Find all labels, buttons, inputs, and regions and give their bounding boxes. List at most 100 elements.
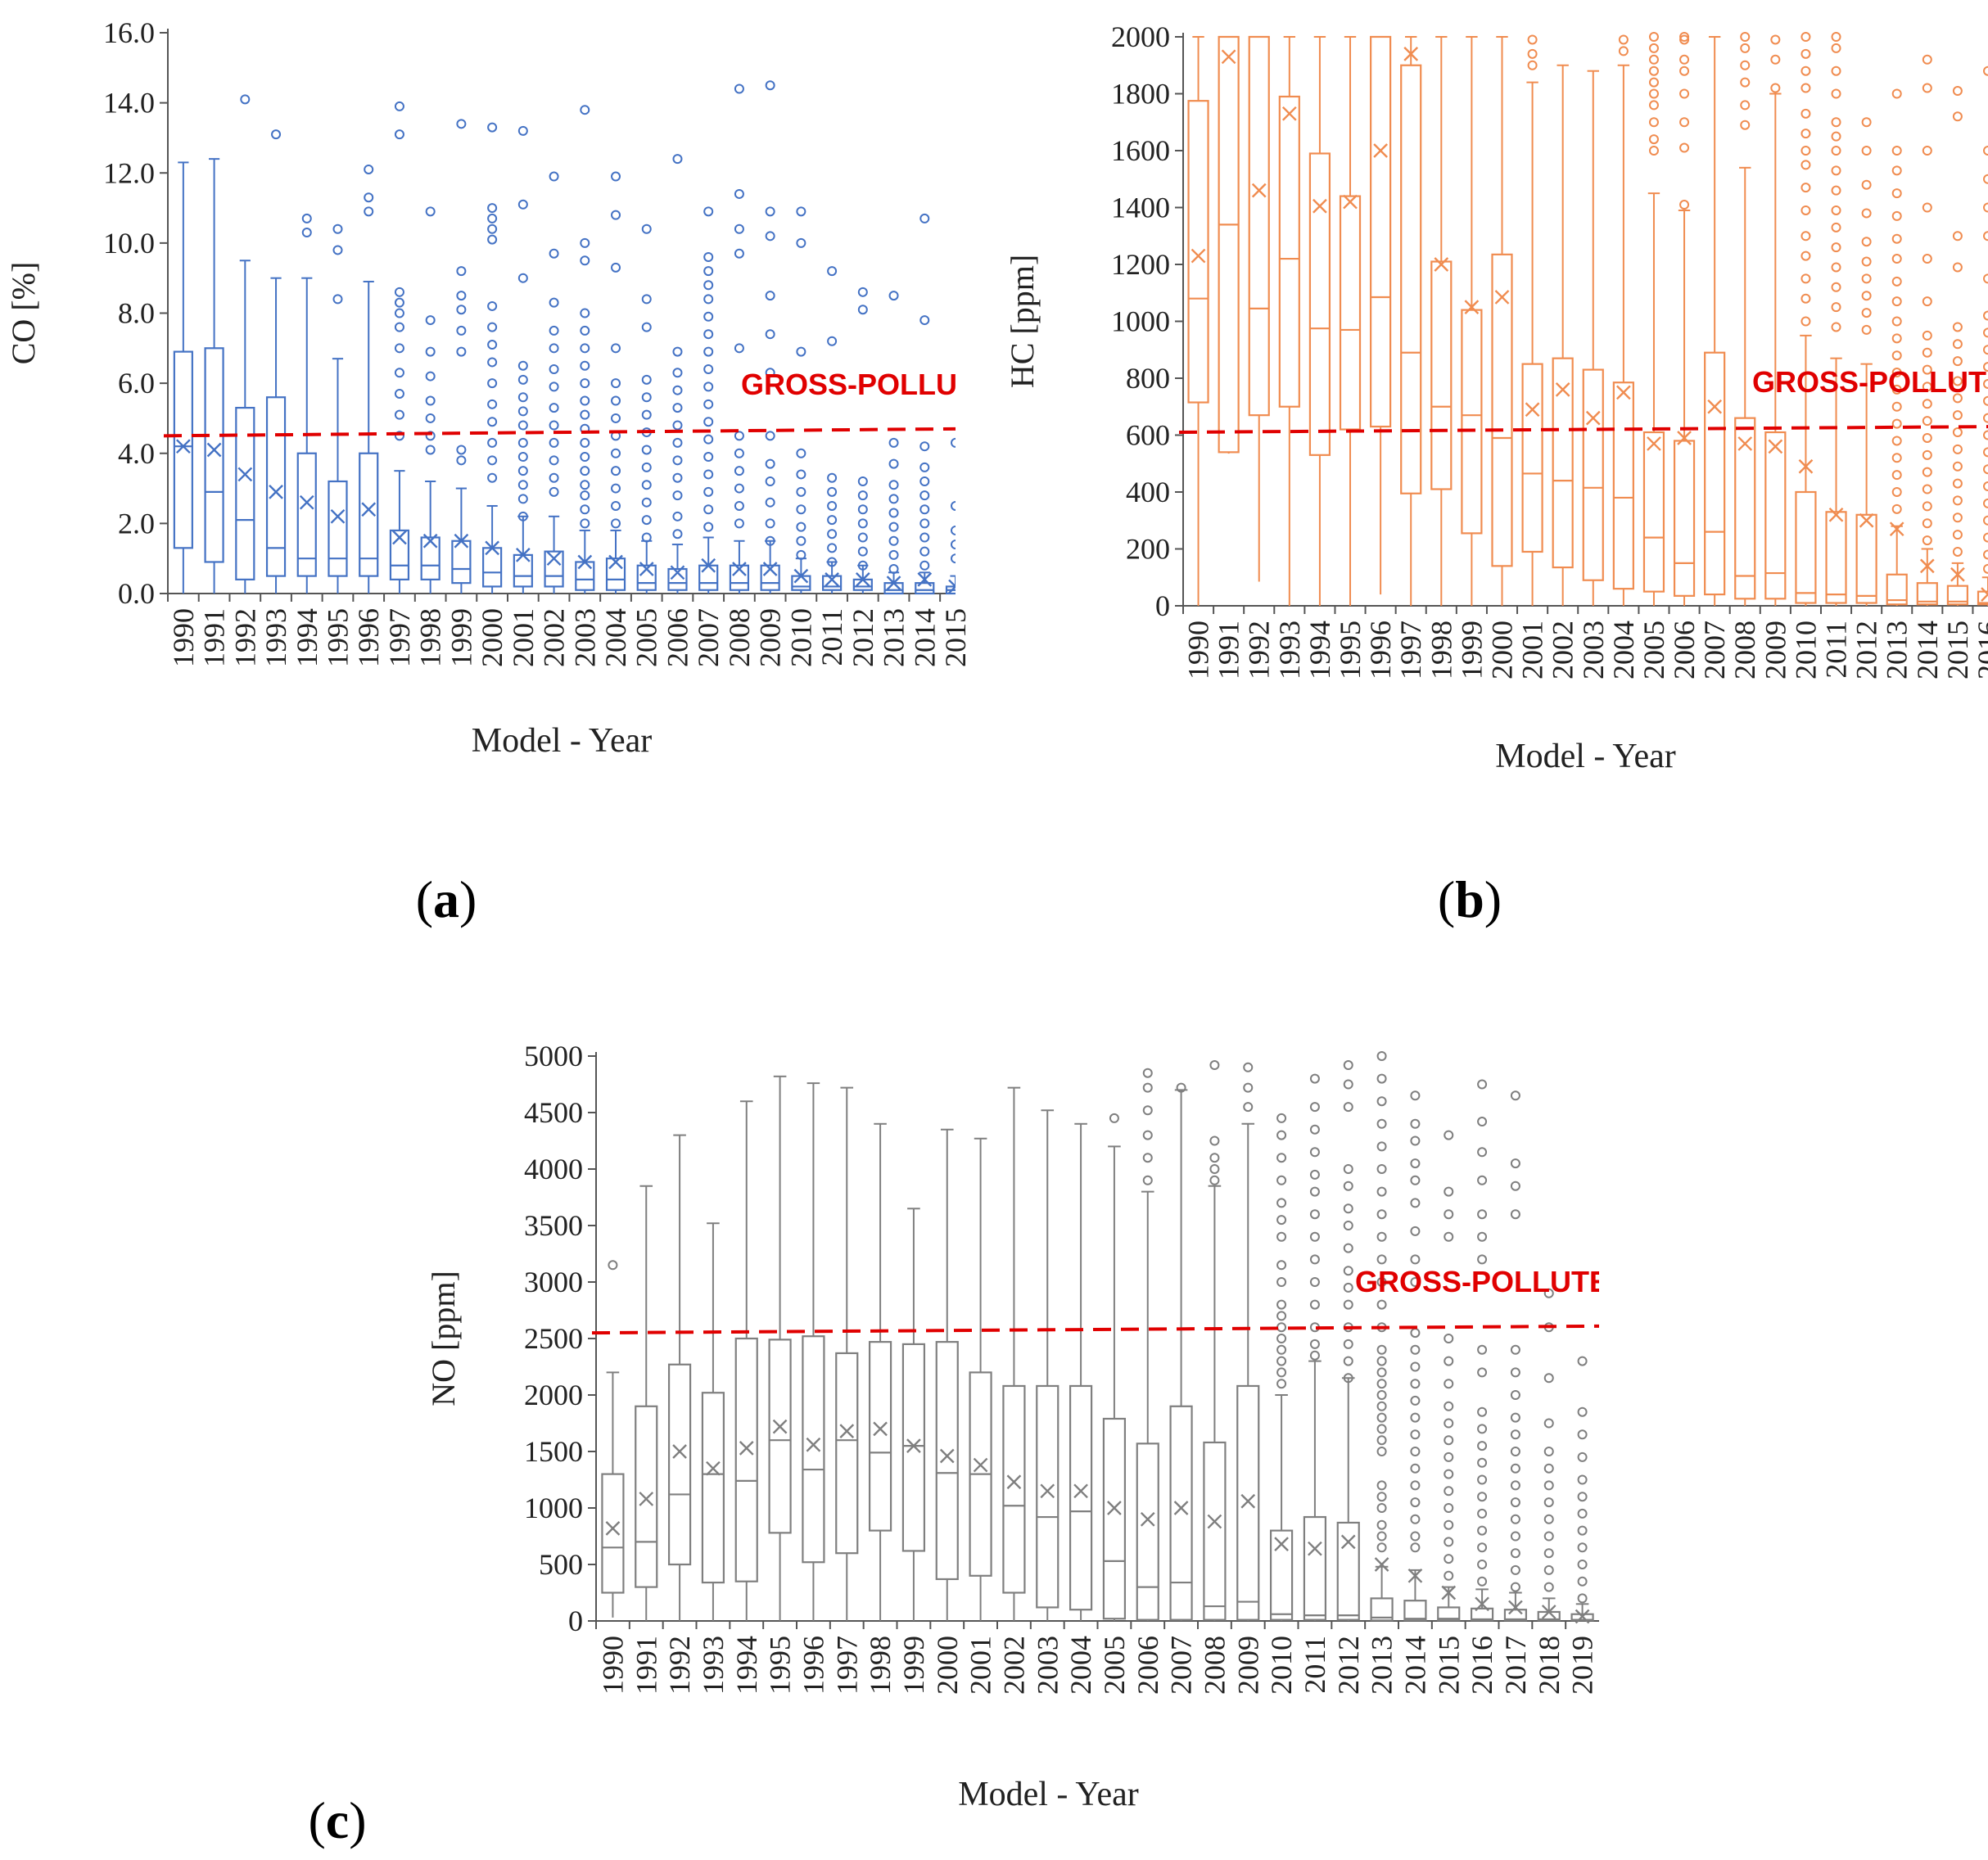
y-tick-label: 4500: [524, 1096, 583, 1129]
outlier-point: [1410, 1135, 1421, 1146]
outlier-point: [487, 417, 498, 427]
outlier-point: [641, 409, 652, 420]
outlier-point: [827, 266, 838, 277]
outlier-point: [765, 497, 775, 508]
outlier-point: [1740, 77, 1751, 88]
outlier-point: [549, 486, 559, 497]
outlier-point: [1618, 34, 1629, 45]
box-iqr: [1187, 100, 1209, 404]
box-iqr: [1236, 1384, 1260, 1621]
outlier-point: [1922, 432, 1932, 443]
x-tick-label: 1995: [764, 1636, 797, 1695]
outlier-point: [1410, 1277, 1421, 1287]
box-iqr: [1734, 417, 1756, 600]
outlier-point: [1477, 1117, 1488, 1127]
x-tick-label: 2011: [1820, 621, 1853, 679]
outlier-point: [1510, 1582, 1520, 1592]
panel-label-c: (c): [308, 1791, 366, 1849]
outlier-point: [1527, 48, 1538, 59]
outlier-point: [1376, 1480, 1387, 1491]
x-tick-label: 1995: [1334, 621, 1367, 679]
outlier-point: [1477, 1424, 1488, 1434]
outlier-point: [1543, 1548, 1554, 1559]
outlier-point: [857, 560, 868, 571]
outlier-point: [1276, 1215, 1287, 1226]
outlier-point: [1831, 222, 1841, 232]
y-axis-label: HC [ppm]: [1004, 255, 1041, 388]
outlier-point: [1276, 1130, 1287, 1140]
outlier-point: [1477, 1367, 1488, 1378]
outlier-point: [394, 431, 404, 441]
box-mean-marker: [1281, 106, 1297, 121]
y-tick-label: 3000: [524, 1266, 583, 1298]
box-iqr: [1308, 152, 1331, 456]
box-iqr: [1673, 440, 1696, 597]
box-mean-marker: [1525, 402, 1540, 418]
outlier-point: [549, 343, 559, 354]
outlier-point: [1410, 1361, 1421, 1372]
box-iqr: [1403, 1600, 1427, 1622]
box-iqr: [1612, 381, 1634, 590]
box-mean-marker: [1737, 436, 1753, 451]
outlier-point: [1891, 436, 1902, 446]
outlier-point: [425, 395, 436, 406]
box-iqr: [1461, 309, 1483, 535]
outlier-point: [1410, 1344, 1421, 1355]
gross-polluter-threshold-line: [163, 427, 956, 438]
outlier-point: [703, 206, 714, 217]
outlier-point: [1983, 310, 1988, 321]
x-tick-label: 2013: [1881, 621, 1913, 679]
outlier-point: [1648, 100, 1659, 111]
outlier-point: [1444, 1503, 1454, 1513]
outlier-point: [1891, 453, 1902, 463]
outlier-point: [580, 308, 590, 318]
outlier-point: [919, 532, 930, 543]
box-mean-marker: [772, 1419, 788, 1434]
box-mean-marker: [1768, 439, 1783, 454]
outlier-point: [796, 469, 806, 480]
box-iqr: [1946, 585, 1969, 606]
outlier-point: [1952, 86, 1963, 97]
outlier-point: [796, 206, 806, 217]
outlier-point: [1276, 1260, 1287, 1271]
outlier-point: [1477, 1560, 1488, 1569]
x-tick-label: 2013: [878, 608, 910, 667]
outlier-point: [517, 437, 528, 448]
outlier-point: [1891, 146, 1902, 156]
y-tick-label: 10.0: [103, 227, 155, 260]
outlier-point: [919, 441, 930, 452]
outlier-point: [1983, 345, 1988, 355]
outlier-point: [857, 490, 868, 501]
y-tick-label: 500: [539, 1548, 583, 1581]
box-mean-marker: [515, 548, 531, 562]
outlier-point: [1209, 1153, 1220, 1163]
outlier-point: [1831, 88, 1841, 99]
box-mean-marker: [1374, 1557, 1389, 1572]
outlier-point: [827, 515, 838, 526]
outlier-point: [1343, 1221, 1353, 1230]
outlier-point: [549, 364, 559, 374]
outlier-point: [1209, 1135, 1220, 1146]
outlier-point: [1276, 1311, 1287, 1321]
outlier-point: [456, 346, 467, 357]
outlier-point: [703, 381, 714, 392]
outlier-point: [1952, 376, 1963, 386]
outlier-point: [1922, 484, 1932, 494]
box-iqr: [1552, 357, 1574, 569]
outlier-point: [1376, 1073, 1387, 1084]
outlier-point: [1410, 1497, 1421, 1508]
outlier-point: [580, 437, 590, 448]
outlier-point: [1543, 1463, 1554, 1474]
outlier-point: [857, 287, 868, 297]
box-iqr: [1503, 1609, 1528, 1622]
outlier-point: [1510, 1447, 1520, 1456]
outlier-point: [641, 480, 652, 490]
y-axis-label: CO [%]: [5, 262, 42, 365]
outlier-point: [1577, 1576, 1588, 1587]
outlier-point: [1740, 60, 1751, 70]
outlier-point: [672, 437, 683, 448]
outlier-point: [1952, 444, 1963, 454]
outlier-point: [580, 343, 590, 354]
outlier-point: [1309, 1254, 1320, 1265]
outlier-point: [734, 343, 744, 354]
